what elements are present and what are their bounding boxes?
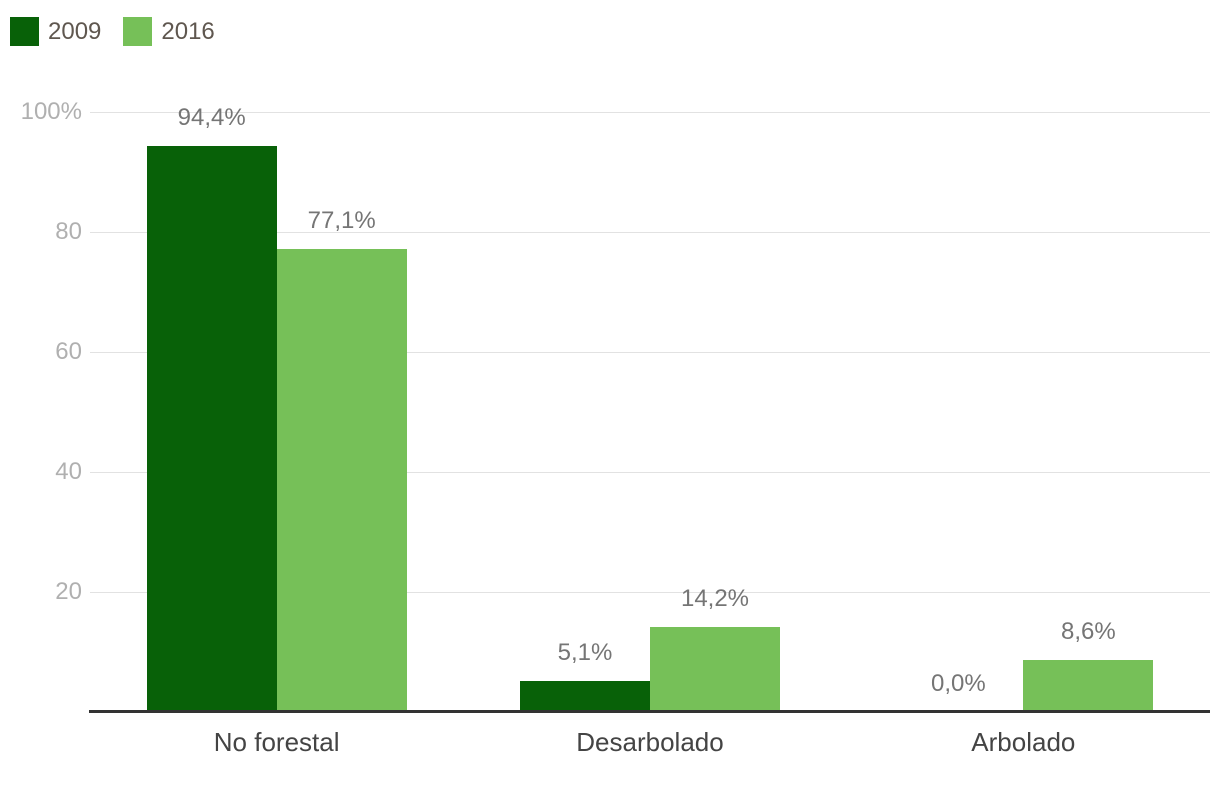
bar-value-label: 8,6% [1060, 618, 1116, 645]
bar-2009-desarbolado[interactable] [520, 681, 650, 712]
bar-value-label: 77,1% [307, 207, 376, 234]
legend: 2009 2016 [10, 17, 215, 46]
x-axis-category-label: Desarbolado [576, 727, 724, 757]
bar-2016-arbolado[interactable] [1023, 660, 1154, 712]
legend-label-2009: 2009 [48, 18, 102, 45]
bar-value-label: 14,2% [680, 585, 750, 612]
y-axis-tick-label: 40 [55, 458, 82, 485]
x-axis-line [89, 710, 1210, 713]
y-axis-tick-label: 60 [55, 338, 82, 365]
gridline [90, 232, 1210, 233]
legend-swatch-2009 [10, 17, 39, 46]
y-axis-tick-label: 80 [55, 218, 82, 245]
gridline [90, 592, 1210, 593]
bar-2016-no-forestal[interactable] [276, 249, 407, 712]
legend-item-2016[interactable]: 2016 [123, 17, 215, 46]
gridline [90, 352, 1210, 353]
legend-item-2009[interactable]: 2009 [10, 17, 101, 46]
gridline [90, 472, 1210, 473]
x-axis-category-label: Arbolado [971, 727, 1076, 757]
y-axis-tick-label: 100% [20, 98, 82, 125]
bar-value-label: 5,1% [557, 639, 613, 666]
bar-2016-desarbolado[interactable] [650, 627, 780, 712]
bar-value-label: 0,0% [930, 670, 986, 697]
y-axis-tick-label: 20 [55, 578, 82, 605]
bar-2009-no-forestal[interactable] [146, 146, 277, 712]
gridline [90, 112, 1210, 113]
bar-value-label: 94,4% [177, 104, 246, 131]
x-axis-category-label: No forestal [213, 727, 340, 757]
legend-swatch-2016 [123, 17, 153, 46]
legend-label-2016: 2016 [161, 18, 215, 45]
